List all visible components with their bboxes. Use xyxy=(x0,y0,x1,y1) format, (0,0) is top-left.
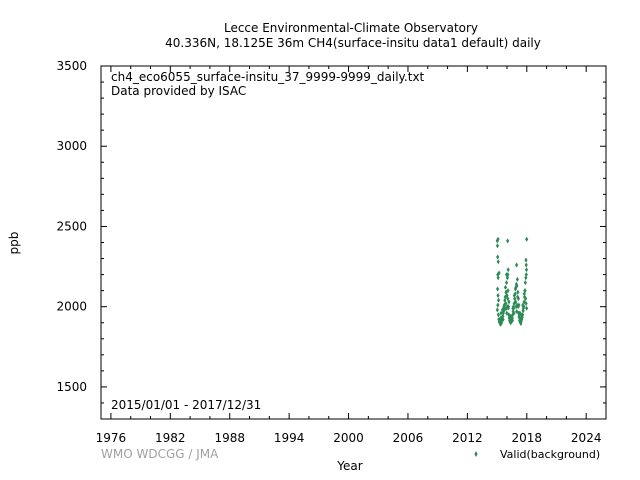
data-point xyxy=(496,236,500,242)
file-label: ch4_eco6055_surface-insitu_37_9999-9999_… xyxy=(111,70,425,84)
data-point xyxy=(496,292,500,298)
data-point xyxy=(498,321,503,327)
y-tick-label: 3500 xyxy=(56,59,87,73)
x-axis: 1976 1982 1988 1994 2000 2006 2012 2018 2024 xyxy=(96,66,607,445)
data-point xyxy=(496,312,500,318)
data-point xyxy=(523,296,528,302)
data-point xyxy=(505,292,509,298)
data-point xyxy=(524,305,529,311)
data-point xyxy=(515,276,519,282)
data-point xyxy=(524,272,528,278)
x-tick-label: 2024 xyxy=(571,431,602,445)
legend-marker xyxy=(474,451,478,457)
data-point xyxy=(512,292,517,298)
data-point xyxy=(517,313,521,319)
data-points xyxy=(495,236,529,327)
data-point xyxy=(506,267,510,273)
data-point xyxy=(496,259,500,265)
data-point xyxy=(495,286,500,292)
data-point xyxy=(496,254,500,260)
plot-frame xyxy=(100,65,607,420)
data-point xyxy=(496,275,500,281)
y-axis: 1500 2000 2500 3000 3500 xyxy=(56,59,606,404)
data-point xyxy=(525,236,529,242)
provider-label: Data provided by ISAC xyxy=(111,84,246,98)
data-point xyxy=(501,317,505,323)
x-tick-label: 2000 xyxy=(333,431,364,445)
data-point xyxy=(523,280,527,286)
data-point xyxy=(513,286,517,292)
data-point xyxy=(514,299,518,305)
data-point xyxy=(500,307,505,313)
data-point xyxy=(501,305,506,311)
data-point xyxy=(513,291,517,297)
data-point xyxy=(514,281,518,287)
y-tick-label: 3000 xyxy=(56,139,87,153)
data-point xyxy=(522,304,526,310)
data-point xyxy=(517,302,521,308)
data-point xyxy=(516,289,520,295)
date-range-label: 2015/01/01 - 2017/12/31 xyxy=(111,398,261,412)
data-point xyxy=(524,300,528,306)
data-point xyxy=(523,288,527,294)
chart-title-line2: 40.336N, 18.125E 36m CH4(surface-insitu … xyxy=(165,36,541,50)
data-point xyxy=(501,310,505,316)
legend: Valid(background) xyxy=(474,448,600,461)
data-point xyxy=(518,317,522,323)
y-tick-label: 2000 xyxy=(56,300,87,314)
data-point xyxy=(496,272,500,278)
data-point xyxy=(502,307,507,313)
x-tick-label: 1976 xyxy=(96,431,127,445)
x-tick-label: 1982 xyxy=(155,431,186,445)
y-axis-label: ppb xyxy=(7,232,21,255)
data-point xyxy=(511,304,516,310)
data-point xyxy=(497,270,501,276)
data-point xyxy=(506,272,510,278)
data-point xyxy=(516,296,520,302)
y-tick-label: 1500 xyxy=(56,380,87,394)
chart-title-line1: Lecce Environmental-Climate Observatory xyxy=(224,21,478,35)
data-point xyxy=(507,315,512,321)
data-point xyxy=(496,302,500,308)
data-point xyxy=(501,313,505,319)
data-point xyxy=(503,284,508,290)
data-point xyxy=(516,294,520,300)
x-tick-label: 2012 xyxy=(452,431,483,445)
x-axis-label: Year xyxy=(336,459,362,473)
data-point xyxy=(508,318,512,324)
data-point xyxy=(506,304,511,310)
data-point xyxy=(504,305,508,311)
data-point xyxy=(524,257,528,263)
data-point xyxy=(504,289,508,295)
data-point xyxy=(524,275,528,281)
data-point xyxy=(499,310,503,316)
data-point xyxy=(495,307,499,313)
credit-label: WMO WDCGG / JMA xyxy=(101,447,219,461)
data-point xyxy=(514,304,518,310)
data-point xyxy=(496,297,501,303)
legend-label: Valid(background) xyxy=(500,448,600,461)
data-point xyxy=(505,275,510,281)
x-tick-label: 1988 xyxy=(214,431,245,445)
x-tick-label: 2018 xyxy=(512,431,543,445)
y-tick-label: 2500 xyxy=(56,219,87,233)
data-point xyxy=(514,262,519,268)
data-point xyxy=(515,302,519,308)
data-point xyxy=(510,317,515,323)
x-tick-label: 1994 xyxy=(274,431,305,445)
data-point xyxy=(520,315,524,321)
data-point xyxy=(524,267,529,273)
data-point xyxy=(495,238,499,244)
data-point xyxy=(504,280,509,286)
data-point xyxy=(504,300,508,306)
data-point xyxy=(495,243,500,249)
data-point xyxy=(519,321,523,327)
data-point xyxy=(512,310,516,316)
x-tick-label: 2006 xyxy=(393,431,424,445)
data-point xyxy=(507,299,511,305)
data-point xyxy=(506,296,510,302)
data-point xyxy=(524,262,528,268)
data-point xyxy=(506,238,510,244)
